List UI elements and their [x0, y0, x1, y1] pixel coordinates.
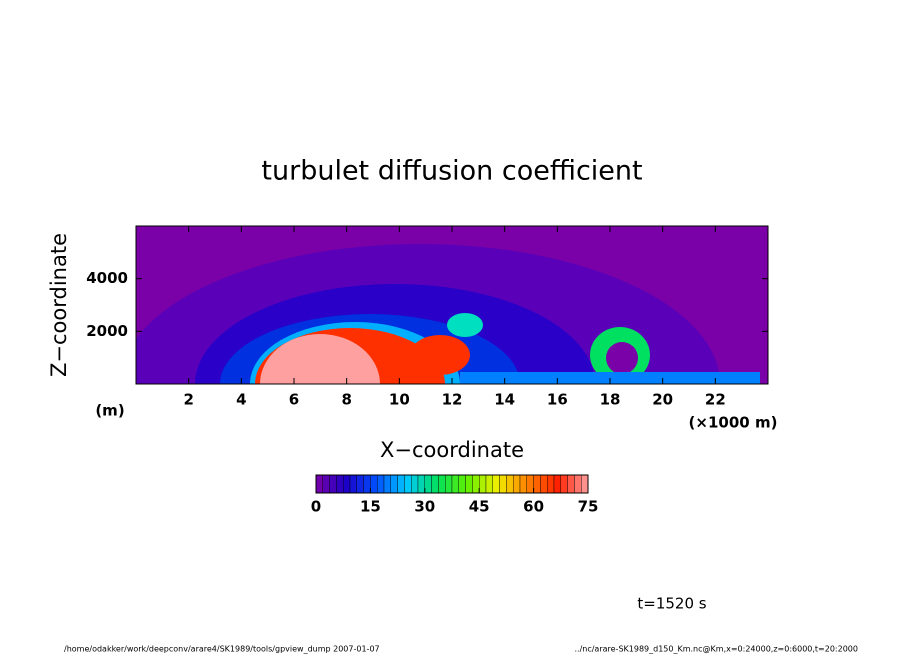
field-region — [447, 313, 483, 337]
x-tick-label: 10 — [389, 391, 410, 409]
field-region — [410, 335, 470, 375]
x-tick-label: 2 — [183, 391, 193, 409]
colorbar-segment — [343, 474, 351, 494]
colorbar-segment — [540, 474, 548, 494]
colorbar-segment — [472, 474, 480, 494]
colorbar-segment — [519, 474, 528, 494]
colorbar-segment — [363, 474, 371, 494]
colorbar-segment — [356, 474, 364, 494]
colorbar-segment — [547, 474, 555, 494]
colorbar-tick-label: 30 — [414, 498, 435, 516]
x-tick-label: 20 — [652, 391, 673, 409]
colorbar-segment — [499, 474, 507, 494]
colorbar-segment — [567, 474, 575, 494]
colorbar-segment — [383, 474, 392, 494]
colorbar-segment — [404, 474, 412, 494]
colorbar-frame — [315, 474, 589, 494]
colorbar-tick-label: 60 — [523, 498, 544, 516]
colorbar-segment — [390, 474, 398, 494]
time-label: t=1520 s — [637, 595, 706, 613]
colorbar-segment — [560, 474, 568, 494]
colorbar-segment — [336, 474, 344, 494]
x-tick-label: 4 — [236, 391, 246, 409]
x-axis-label: X−coordinate — [380, 438, 524, 462]
colorbar-segment — [526, 474, 534, 494]
colorbar-segment — [424, 474, 432, 494]
x-tick-label: 12 — [442, 391, 463, 409]
colorbar-segment — [451, 474, 460, 494]
colorbar-segment — [377, 474, 385, 494]
colorbar-segment — [397, 474, 405, 494]
colorbar-segment — [533, 474, 541, 494]
colorbar-tick-label: 45 — [469, 498, 490, 516]
colorbar-segment — [479, 474, 487, 494]
colorbar-segment — [349, 474, 358, 494]
x-tick-label: 16 — [547, 391, 568, 409]
colorbar-tick-label: 15 — [360, 498, 381, 516]
footer-right: ../nc/arare-SK1989_d150_Km.nc@Km,x=0:240… — [574, 645, 858, 654]
field — [136, 226, 768, 384]
x-tick-label: 6 — [289, 391, 299, 409]
y-tick-label: 4000 — [86, 269, 128, 287]
colorbar-segment — [513, 474, 521, 494]
colorbar-segment — [485, 474, 494, 494]
y-axis-label: Z−coordinate — [47, 233, 71, 377]
colorbar-tick-label: 75 — [578, 498, 599, 516]
colorbar-segment — [431, 474, 439, 494]
x-tick-label: 8 — [341, 391, 351, 409]
colorbar-segment — [411, 474, 419, 494]
colorbar-segment — [438, 474, 446, 494]
colorbar-segment — [329, 474, 337, 494]
x-tick-label: 18 — [600, 391, 621, 409]
field-region — [260, 334, 380, 384]
colorbar-segment — [445, 474, 453, 494]
x-unit: (×1000 m) — [689, 414, 778, 432]
colorbar-segment — [506, 474, 514, 494]
colorbar-segment — [458, 474, 466, 494]
x-tick-label: 14 — [494, 391, 515, 409]
x-tick-label: 22 — [705, 391, 726, 409]
colorbar-segment — [417, 474, 426, 494]
colorbar-segment — [465, 474, 473, 494]
colorbar-segment — [322, 474, 330, 494]
chart-title: turbulet diffusion coefficient — [261, 156, 642, 187]
y-tick-label: 2000 — [86, 322, 128, 340]
colorbar-segment — [581, 474, 589, 494]
field-region — [606, 342, 638, 374]
colorbar-segment — [574, 474, 582, 494]
colorbar-segment — [315, 474, 324, 494]
y-unit: (m) — [95, 402, 124, 420]
colorbar-tick-label: 0 — [311, 498, 321, 516]
footer-left: /home/odakker/work/deepconv/arare4/SK198… — [64, 645, 380, 654]
colorbar-segment — [492, 474, 500, 494]
colorbar-segment — [553, 474, 562, 494]
colorbar-segment — [370, 474, 378, 494]
